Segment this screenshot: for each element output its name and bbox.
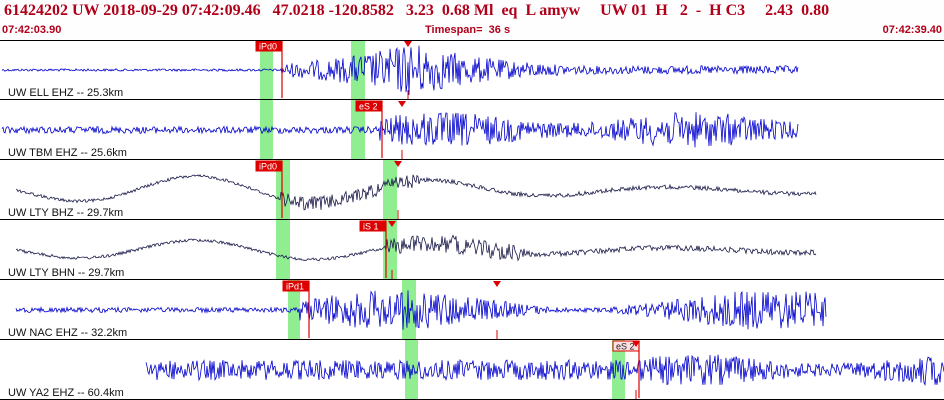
phase-pick-label: eS 2 — [616, 342, 635, 352]
waveform-trace — [1, 112, 799, 148]
phase-pick-label: iPd1 — [286, 282, 304, 292]
station-label: UW TBM EHZ -- 25.6km — [8, 147, 127, 159]
pick-window-highlight — [276, 220, 290, 280]
arrival-marker-icon[interactable] — [404, 41, 412, 47]
trace-row[interactable]: eS 2 UW YA2 EHZ -- 60.4km — [0, 340, 944, 400]
event-header: 61424202 UW 2018-09-29 07:42:09.46 47.02… — [0, 0, 944, 40]
station-label: UW YA2 EHZ -- 60.4km — [8, 387, 124, 399]
arrival-marker-icon[interactable] — [388, 221, 396, 227]
trace-row[interactable]: iPd0 UW LTY BHZ -- 29.7km — [0, 160, 944, 220]
phase-pick-label: iPd0 — [259, 42, 277, 52]
window-end-time: 07:42:39.40 — [882, 24, 942, 36]
waveform-trace — [15, 174, 817, 211]
seismogram-panel[interactable]: iPd0 UW ELL EHZ -- 25.3km eS 2 UW TBM EHZ -… — [0, 40, 944, 400]
event-summary-line: 61424202 UW 2018-09-29 07:42:09.46 47.02… — [4, 2, 830, 19]
trace-row[interactable]: eS 2 UW TBM EHZ -- 25.6km — [0, 100, 944, 160]
trace-row[interactable]: iS 1 UW LTY BHN -- 29.7km — [0, 220, 944, 280]
timespan-label: Timespan= 36 s — [425, 24, 511, 36]
pick-window-highlight — [383, 160, 397, 220]
trace-row[interactable]: iPd1 UW NAC EHZ -- 32.2km — [0, 280, 944, 340]
pick-window-highlight — [288, 280, 300, 340]
phase-pick-label: iPd0 — [259, 162, 277, 172]
arrival-marker-icon[interactable] — [632, 341, 640, 347]
pick-window-highlight — [351, 100, 365, 160]
window-start-time: 07:42:03.90 — [2, 24, 62, 36]
phase-pick-label: eS 2 — [359, 102, 378, 112]
arrival-marker-icon[interactable] — [394, 161, 402, 167]
station-label: UW NAC EHZ -- 32.2km — [8, 327, 127, 339]
arrival-marker-icon[interactable] — [398, 101, 406, 107]
phase-pick-label: iS 1 — [363, 222, 379, 232]
pick-window-highlight — [276, 160, 290, 220]
station-label: UW LTY BHZ -- 29.7km — [8, 207, 123, 219]
trace-row[interactable]: iPd0 UW ELL EHZ -- 25.3km — [0, 40, 944, 100]
waveform-trace — [1, 45, 799, 96]
station-label: UW ELL EHZ -- 25.3km — [8, 87, 123, 99]
pick-window-highlight — [402, 280, 416, 340]
waveform-trace — [15, 290, 827, 330]
arrival-marker-icon[interactable] — [493, 281, 501, 287]
waveform-trace — [15, 234, 817, 262]
pick-window-highlight — [260, 40, 273, 100]
station-label: UW LTY BHN -- 29.7km — [8, 267, 124, 279]
waveform-trace — [145, 354, 944, 387]
